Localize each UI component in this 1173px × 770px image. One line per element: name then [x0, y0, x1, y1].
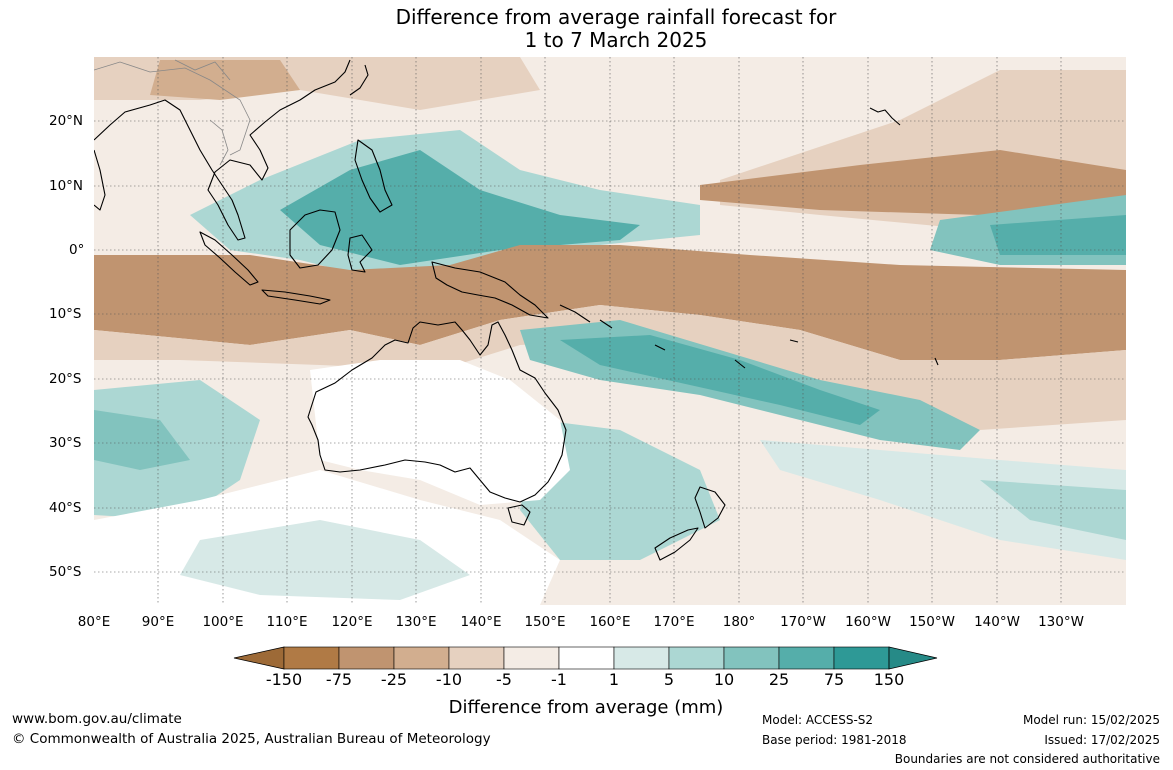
copyright-text: © Commonwealth of Australia 2025, Austra… [12, 731, 491, 747]
spcz-teal-core [560, 335, 880, 425]
lon-label-90e: 90°E [141, 614, 175, 630]
maritime-teal-core [280, 150, 640, 265]
borneo-coastline [289, 209, 341, 269]
colorbar-label: 150 [873, 670, 905, 689]
sumatra-coastline [199, 231, 259, 286]
lon-label-160e: 160°E [589, 614, 631, 630]
ne-pacific-brown-core [700, 150, 1126, 215]
colorbar-label: -25 [380, 670, 408, 689]
lon-label-150w: 150°W [909, 614, 955, 630]
hawaii-coastline [869, 107, 901, 126]
pacific-islands [559, 304, 939, 369]
lon-label-110e: 110°E [266, 614, 308, 630]
lat-label-10s: 10°S [49, 306, 82, 322]
lon-label-170e: 170°E [653, 614, 695, 630]
new-zealand-north [694, 486, 726, 529]
new-zealand-south [654, 527, 699, 561]
website-link[interactable]: www.bom.gov.au/climate [12, 711, 182, 727]
lon-label-120e: 120°E [331, 614, 373, 630]
colorbar-label: 75 [823, 670, 845, 689]
india-coastline [94, 149, 106, 211]
lon-label-180: 180° [722, 614, 756, 630]
lon-label-170w: 170°W [780, 614, 826, 630]
new-guinea-coastline [431, 261, 549, 319]
lon-label-130e: 130°E [395, 614, 437, 630]
base-period: Base period: 1981-2018 [762, 733, 907, 747]
lon-label-140e: 140°E [460, 614, 502, 630]
lat-label-equator: 0° [69, 242, 85, 258]
asia-mainland-coastline [94, 59, 351, 241]
colorbar-label: -75 [325, 670, 353, 689]
country-borders [94, 59, 251, 166]
colorbar-segment [613, 646, 670, 670]
south-pacific-teal [760, 440, 1126, 560]
map-title-line-2: 1 to 7 March 2025 [524, 28, 708, 52]
south-equator-brown-light [94, 305, 1126, 430]
java-coastline [261, 289, 331, 305]
colorbar-segment [393, 646, 450, 670]
japan-coastline [349, 64, 369, 96]
colorbar-segment [723, 646, 780, 670]
lon-label-130w: 130°W [1038, 614, 1084, 630]
colorbar-label: 1 [608, 670, 620, 689]
australia-coastline [307, 321, 567, 503]
model-run-date: Model run: 15/02/2025 [1022, 713, 1160, 727]
colorbar-extend-low [233, 646, 285, 670]
colorbar-segment [778, 646, 835, 670]
issued-date: Issued: 17/02/2025 [1044, 733, 1160, 747]
colorbar-segment [503, 646, 560, 670]
lat-label-40s: 40°S [49, 500, 82, 516]
boundaries-disclaimer: Boundaries are not considered authoritat… [894, 752, 1160, 766]
colorbar-label: 25 [768, 670, 790, 689]
colorbar-title: Difference from average (mm) [448, 697, 724, 718]
tasman-teal [520, 420, 720, 560]
colorbar-extend-high [888, 646, 938, 670]
colorbar-segment [558, 646, 615, 670]
lon-label-160w: 160°W [845, 614, 891, 630]
graticule [94, 57, 1126, 605]
colorbar-label: -1 [551, 670, 567, 689]
colorbar-segment [283, 646, 340, 670]
colorbar-label: -10 [435, 670, 463, 689]
lat-label-20n: 20°N [49, 113, 84, 129]
lat-label-20s: 20°S [49, 371, 82, 387]
colorbar-segment [833, 646, 890, 670]
lat-label-10n: 10°N [49, 178, 84, 194]
colorbar-segment [668, 646, 725, 670]
sw-indian-teal-core [94, 410, 190, 470]
north-brown-core [150, 60, 300, 100]
colorbar-segment [338, 646, 395, 670]
lat-label-30s: 30°S [49, 435, 82, 451]
lon-label-100e: 100°E [202, 614, 244, 630]
philippines-coastline [354, 139, 393, 213]
colorbar-label: -150 [265, 670, 303, 689]
australia-white-zone [310, 360, 570, 505]
lat-label-50s: 50°S [49, 564, 82, 580]
colorbar-label: 5 [663, 670, 675, 689]
tasmania-coastline [507, 504, 531, 526]
lon-label-150e: 150°E [524, 614, 566, 630]
lon-label-140w: 140°W [974, 614, 1020, 630]
east-equator-teal-core [990, 215, 1126, 255]
colorbar-label: -5 [496, 670, 512, 689]
model-name: Model: ACCESS-S2 [762, 713, 874, 727]
southern-ocean-teal [180, 520, 470, 600]
colorbar [233, 646, 938, 670]
colorbar-label: 10 [713, 670, 735, 689]
lon-label-80e: 80°E [77, 614, 111, 630]
coastlines [94, 59, 939, 561]
south-pacific-teal-core [980, 480, 1126, 540]
sulawesi-coastline [347, 234, 373, 273]
colorbar-segment [448, 646, 505, 670]
map-title-line-1: Difference from average rainfall forecas… [395, 5, 837, 29]
